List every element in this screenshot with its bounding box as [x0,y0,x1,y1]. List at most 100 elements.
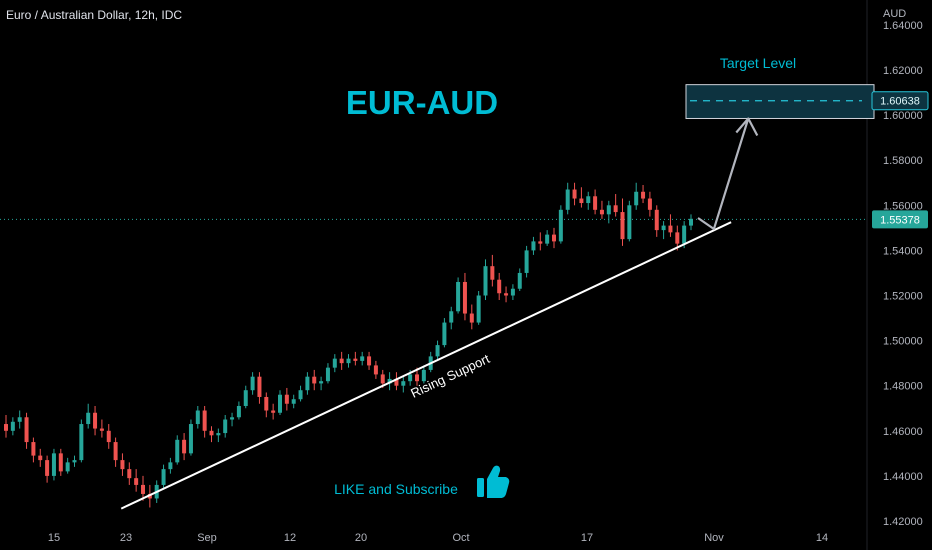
candle [284,387,289,411]
candle [223,415,228,438]
candle [257,372,262,404]
candle [353,351,358,366]
candle [613,194,618,217]
price-axis: 1.64000 1.62000 1.60000 1.58000 1.56000 1.540… [883,20,923,528]
candle [490,254,495,287]
candle [79,419,84,463]
candle [141,475,145,501]
y-tick-label: 1.60000 [883,110,923,122]
pair-title: EUR-AUD [346,84,498,121]
candle [654,205,659,237]
projection-arrow [697,117,759,231]
candle [168,457,173,474]
candle [675,225,680,251]
candle [497,272,502,301]
y-tick-label: 1.44000 [883,471,923,483]
candle [230,412,235,427]
candle [17,410,22,429]
candle [401,376,406,393]
x-tick-label: Oct [452,532,469,544]
rising-support-label: Rising Support [408,351,492,401]
candle [93,405,98,436]
candle [599,200,604,219]
candle [236,401,241,420]
candle [565,182,570,215]
y-tick-label: 1.58000 [883,155,923,167]
y-tick-label: 1.46000 [883,426,923,438]
candle [106,424,111,449]
candle [421,365,426,384]
x-tick-label: 17 [581,532,593,544]
y-tick-label: 1.48000 [883,381,923,393]
candle [264,392,269,418]
candle [442,318,447,348]
candle [462,272,467,321]
candle [647,191,652,217]
candle [538,232,543,251]
rising-support-line [120,221,732,510]
candle [45,455,50,483]
candle [188,419,193,456]
y-tick-label: 1.56000 [883,200,923,212]
candle [558,205,563,244]
y-tick-label: 1.54000 [883,245,923,257]
candle [209,426,214,443]
candle [510,284,515,301]
candle [531,236,536,255]
target-zone [685,84,875,119]
candle [606,200,611,224]
like-subscribe-text: LIKE and Subscribe [334,481,458,497]
target-level-label: Target Level [720,55,796,71]
candle [278,390,282,416]
svg-text:1.55378: 1.55378 [880,214,920,226]
candle [367,351,372,370]
candle [38,448,43,467]
candle [668,214,673,237]
candle [312,369,317,391]
candle [552,227,556,249]
candle [271,403,276,420]
candle [627,200,632,242]
candle [298,385,303,402]
candle [113,437,118,467]
candle [456,277,461,314]
candle [661,221,666,240]
candle [72,455,77,467]
candle [360,351,365,366]
y-tick-label: 1.50000 [883,336,923,348]
candle [373,360,378,379]
x-tick-label: 15 [48,532,60,544]
candle [4,415,8,438]
candle [134,469,139,492]
candle [332,354,337,373]
candle [58,448,63,476]
candle [483,259,488,301]
candle [291,394,296,409]
chart-title: Euro / Australian Dollar, 12h, IDC [6,8,182,22]
candle [10,417,15,436]
candle [689,214,693,231]
candle [469,304,474,330]
x-tick-label: 12 [284,532,296,544]
x-tick-label: Sep [197,532,217,544]
x-tick-label: 14 [816,532,828,544]
candle [182,433,187,461]
candle [620,198,625,246]
candle [387,372,392,391]
arrow-shaft [697,118,750,231]
currency-label: AUD [883,8,906,20]
candle [593,189,598,215]
candle [86,403,91,429]
candle [65,457,70,474]
candle [319,376,324,391]
thumbs-up-icon [477,465,510,498]
candlestick-series [4,182,693,508]
candle [449,306,454,330]
candle [99,419,104,438]
target-box [685,84,875,119]
time-axis: 15 23 Sep 12 20 Oct 17 Nov 14 [48,532,828,544]
candle [476,290,481,325]
candle [339,351,344,370]
